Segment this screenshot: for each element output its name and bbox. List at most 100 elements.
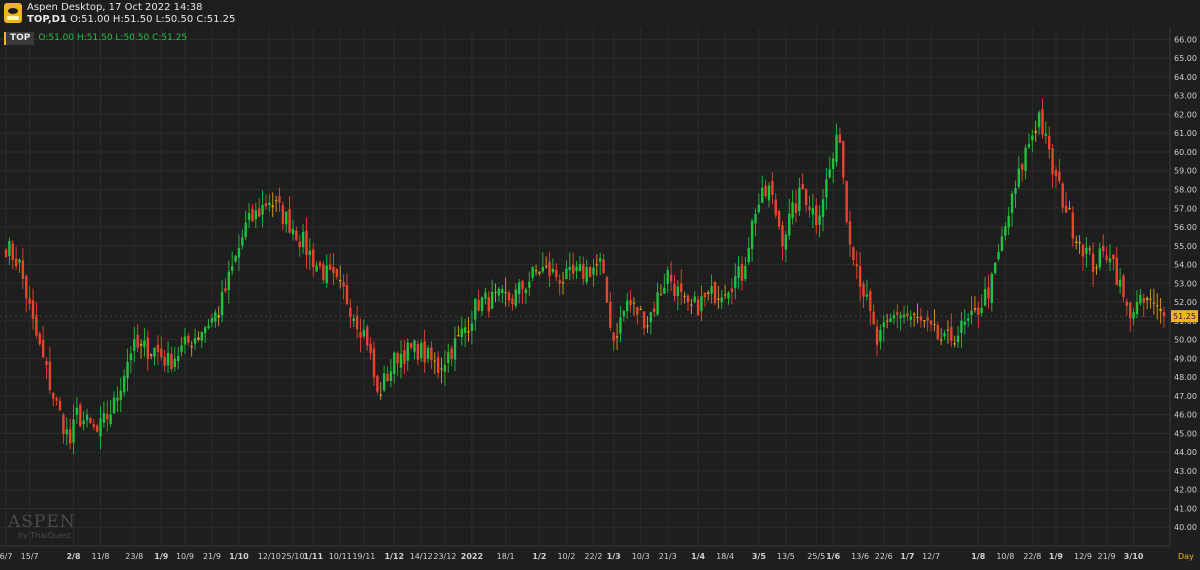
candle [176, 346, 180, 370]
candle [487, 291, 490, 318]
candle-body [571, 264, 575, 274]
candle-body [707, 292, 710, 294]
candle [588, 265, 592, 278]
candle [683, 291, 686, 304]
candle-body [825, 179, 828, 198]
candle-body [1088, 248, 1091, 250]
candle [55, 396, 58, 406]
x-tick-label: 10/11 [329, 552, 352, 561]
candle-body [598, 258, 602, 262]
candle [38, 331, 41, 347]
candle-body [433, 360, 436, 362]
candle [126, 348, 129, 392]
candle-body [1102, 245, 1105, 252]
legend-symbol[interactable]: TOP [4, 32, 35, 45]
candle [278, 187, 281, 212]
candle [75, 397, 79, 424]
candle-body [828, 169, 831, 178]
candle-body [28, 298, 31, 304]
candle-body [842, 141, 845, 178]
candle [308, 238, 312, 270]
candle [467, 317, 470, 342]
candle [774, 193, 777, 219]
y-tick-label: 60.00 [1174, 148, 1197, 157]
candle [1007, 207, 1010, 236]
candle [1031, 129, 1034, 153]
candle-body [268, 202, 271, 206]
candle-body [35, 315, 38, 336]
candle [58, 397, 62, 412]
candle [14, 246, 18, 270]
candle-body [710, 286, 713, 294]
candle-body [203, 327, 207, 334]
candle-body [112, 397, 116, 414]
candle [602, 254, 605, 274]
x-tick-label: 14/12 [410, 552, 433, 561]
candle [517, 278, 521, 304]
candle-body [747, 247, 750, 263]
candle-body [761, 187, 764, 203]
chart-area[interactable]: 40.00 41.00 42.00 43.00 44.00 45.00 46.00 47.00… [0, 28, 1200, 566]
y-tick-label: 48.00 [1174, 373, 1197, 382]
candle-body [983, 289, 987, 306]
candle [997, 244, 1000, 262]
candle-body [1054, 170, 1058, 176]
candle-body [1112, 254, 1115, 260]
candle-body [298, 241, 301, 248]
candle-body [1024, 147, 1027, 171]
candle-body [342, 282, 345, 287]
candle [916, 303, 919, 324]
candle [409, 342, 413, 350]
candle-body [902, 314, 906, 318]
y-tick-label: 43.00 [1174, 467, 1197, 476]
candle-body [1142, 297, 1145, 303]
candle-body [1159, 308, 1162, 312]
candle-body [626, 300, 629, 312]
candle-body [950, 326, 953, 341]
candle-body [919, 316, 923, 321]
candle-body [443, 364, 447, 372]
x-tick-label: 10/3 [632, 552, 650, 561]
candle [68, 418, 72, 450]
candle-body [636, 307, 639, 315]
x-tick-label: 18/1 [497, 552, 515, 561]
candle-body [1017, 168, 1021, 187]
candle [247, 202, 251, 229]
candle-body [430, 347, 433, 361]
candle [1102, 234, 1105, 258]
candle [1118, 268, 1122, 294]
candle-body [794, 203, 798, 213]
y-tick-label: 65.00 [1174, 54, 1197, 63]
candle [534, 264, 538, 276]
candle-body [197, 337, 200, 340]
candlestick-chart[interactable]: 40.00 41.00 42.00 43.00 44.00 45.00 46.00 47.00… [0, 28, 1200, 566]
x-tick-label: 3/5 [752, 552, 766, 561]
candle [565, 260, 568, 280]
candle-body [89, 418, 92, 423]
candle-body [420, 343, 423, 359]
candle-body [548, 261, 551, 277]
candle-body [933, 323, 936, 325]
y-tick-label: 53.00 [1174, 279, 1197, 288]
candle [555, 263, 558, 282]
candle-body [977, 307, 980, 315]
candle [845, 180, 848, 225]
candle [295, 226, 298, 242]
candle-body [929, 320, 933, 325]
candle [25, 274, 28, 313]
candle [767, 182, 771, 208]
candle [676, 280, 680, 311]
candle [230, 251, 234, 276]
x-tick-label: 12/9 [1074, 552, 1092, 561]
candle [1156, 293, 1159, 320]
candle [190, 341, 193, 357]
candle [335, 267, 339, 280]
candle [544, 256, 548, 269]
candle-body [683, 295, 686, 297]
candle [325, 254, 328, 288]
candle [598, 252, 602, 276]
candle-body [899, 315, 902, 319]
candle [707, 290, 710, 301]
candle-body [669, 274, 673, 282]
candle [700, 285, 703, 322]
